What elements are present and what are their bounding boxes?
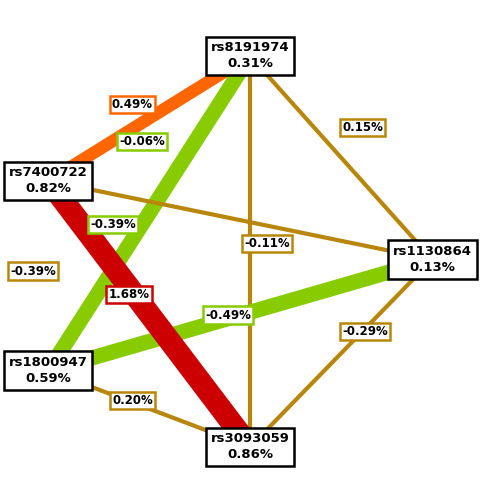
Text: rs1800947
0.59%: rs1800947 0.59% (9, 356, 88, 385)
Text: rs1130864
0.13%: rs1130864 0.13% (393, 245, 472, 274)
Text: rs8191974
0.31%: rs8191974 0.31% (210, 41, 290, 70)
Text: 1.68%: 1.68% (108, 288, 150, 301)
Text: rs3093059
0.86%: rs3093059 0.86% (210, 432, 290, 461)
Text: -0.06%: -0.06% (119, 135, 165, 148)
Text: -0.39%: -0.39% (90, 218, 136, 231)
Text: -0.49%: -0.49% (206, 308, 252, 321)
Text: 0.15%: 0.15% (342, 121, 383, 134)
Text: rs7400722
0.82%: rs7400722 0.82% (9, 166, 88, 195)
Text: -0.39%: -0.39% (10, 265, 56, 278)
Text: -0.11%: -0.11% (244, 237, 290, 250)
Text: 0.49%: 0.49% (112, 98, 153, 111)
Text: 0.20%: 0.20% (112, 394, 153, 407)
Text: -0.29%: -0.29% (342, 325, 388, 338)
